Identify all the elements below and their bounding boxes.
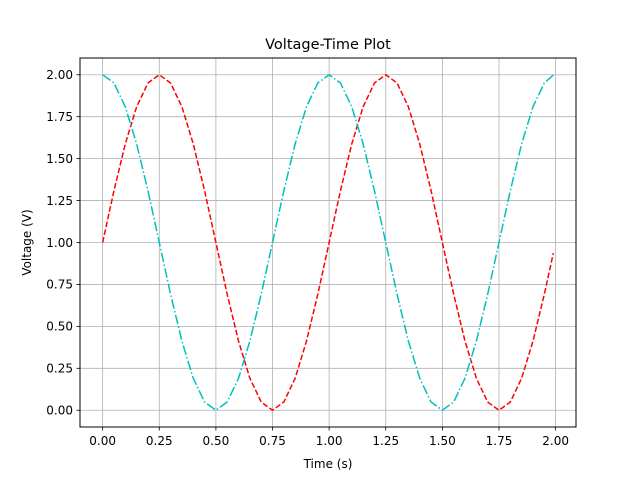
y-tick-label: 0.00 [46,404,73,418]
y-tick-label: 1.00 [46,236,73,250]
x-tick-label: 0.50 [203,434,230,448]
x-tick-label: 2.00 [542,434,569,448]
x-tick-label: 0.00 [89,434,116,448]
y-tick-label: 0.50 [46,320,73,334]
x-tick-label: 1.50 [429,434,456,448]
y-tick-label: 1.75 [46,110,73,124]
series-line-cyan-dashdot [102,73,554,412]
x-tick-label: 0.75 [259,434,286,448]
y-tick-label: 0.75 [46,278,73,292]
x-tick-label: 1.25 [372,434,399,448]
x-tick-label: 1.75 [486,434,513,448]
x-tick-label: 0.25 [146,434,173,448]
x-axis-label: Time (s) [303,457,353,471]
series-line-red-dashed [101,73,555,412]
y-axis-label: Voltage (V) [20,209,34,275]
tick-layer: 0.00 0.25 0.50 0.75 1.00 1.25 1.50 1.75 2.00 0.00… [46,68,569,448]
y-tick-label: 2.00 [46,68,73,82]
chart-title: Voltage-Time Plot [265,37,391,53]
y-tick-label: 0.25 [46,362,73,376]
y-tick-label: 1.50 [46,152,73,166]
y-tick-label: 1.25 [46,194,73,208]
x-tick-label: 1.00 [316,434,343,448]
series-layer [101,73,555,412]
